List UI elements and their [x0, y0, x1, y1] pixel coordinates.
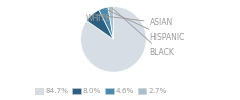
Text: WHITE: WHITE — [85, 14, 110, 22]
Text: ASIAN: ASIAN — [95, 15, 173, 28]
Wedge shape — [81, 7, 146, 72]
Wedge shape — [108, 7, 114, 39]
Wedge shape — [99, 7, 114, 39]
Legend: 84.7%, 8.0%, 4.6%, 2.7%: 84.7%, 8.0%, 4.6%, 2.7% — [35, 88, 167, 94]
Text: BLACK: BLACK — [113, 8, 174, 57]
Wedge shape — [87, 10, 114, 39]
Text: HISPANIC: HISPANIC — [106, 9, 185, 42]
